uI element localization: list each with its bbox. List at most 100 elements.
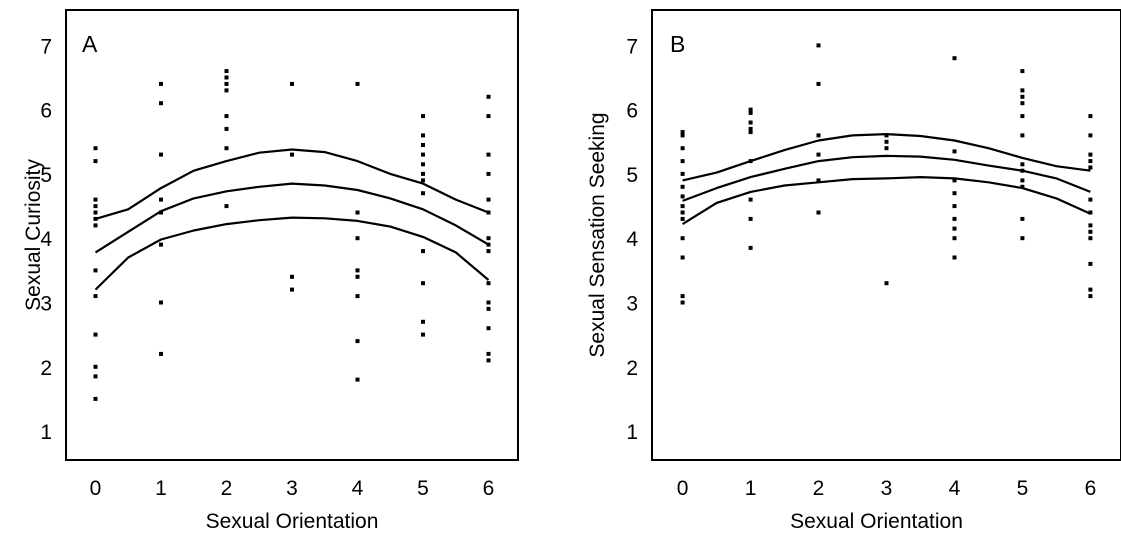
data-point (355, 377, 360, 382)
data-point (486, 171, 491, 176)
data-point (355, 339, 360, 344)
data-point (816, 210, 821, 215)
data-point (1088, 229, 1093, 234)
data-point (952, 226, 957, 231)
data-point (93, 364, 98, 369)
data-point (680, 204, 685, 209)
x-tick-label: 6 (483, 477, 495, 500)
x-tick-label: 0 (90, 477, 102, 500)
data-point (93, 223, 98, 228)
data-point (952, 149, 957, 154)
data-point (421, 191, 425, 196)
data-point (159, 351, 163, 356)
data-point (159, 300, 163, 305)
y-axis-title: Sexual Sensation Seeking (586, 112, 609, 357)
data-point (290, 81, 294, 86)
fit-curve-lower (94, 216, 490, 291)
data-point (1020, 133, 1025, 138)
data-point (486, 351, 491, 356)
x-axis-title: Sexual Orientation (206, 510, 379, 533)
data-point (884, 139, 889, 144)
data-point (224, 69, 229, 74)
data-point (93, 216, 98, 221)
y-tick-label: 3 (40, 293, 52, 316)
data-point (1020, 216, 1025, 221)
data-point (93, 332, 98, 337)
data-point (1020, 178, 1025, 183)
data-point (680, 194, 685, 199)
data-point (486, 242, 491, 247)
data-point (884, 133, 889, 138)
data-point (421, 249, 425, 254)
data-point (680, 236, 685, 241)
data-point (884, 146, 889, 151)
data-point (290, 152, 294, 157)
data-point (159, 210, 163, 215)
x-tick-label: 1 (155, 477, 167, 500)
data-point (680, 133, 685, 138)
data-point (355, 268, 360, 273)
x-tick-label: 5 (1017, 477, 1029, 500)
data-point (159, 81, 163, 86)
data-point (159, 101, 163, 106)
data-point (486, 326, 491, 331)
data-point (680, 210, 685, 215)
y-tick-label: 5 (40, 164, 52, 187)
data-point (355, 274, 360, 279)
panel-label: B (670, 31, 685, 57)
x-tick-label: 5 (417, 477, 429, 500)
data-point (486, 249, 491, 254)
data-point (1020, 88, 1025, 93)
data-point (421, 114, 425, 119)
data-point (421, 171, 425, 176)
data-point (421, 143, 425, 147)
y-tick-label: 4 (626, 228, 638, 251)
data-point (816, 152, 821, 157)
data-point (355, 210, 360, 215)
x-tick-label: 6 (1085, 477, 1097, 500)
data-point (748, 120, 753, 125)
data-point (680, 184, 685, 189)
data-point (748, 126, 753, 131)
data-point (1088, 165, 1093, 170)
data-point (748, 197, 753, 202)
panel-b-scatter-plot: B 1 2 3 4 5 6 7 0 1 2 3 4 5 6 Sexual Orientation Sexual … (586, 9, 1121, 533)
data-point (952, 216, 957, 221)
y-tick-label: 7 (626, 35, 638, 58)
data-point (93, 204, 98, 209)
data-point (816, 178, 821, 183)
data-point (1088, 294, 1093, 299)
data-point (748, 130, 753, 135)
data-point (290, 274, 294, 279)
data-point (224, 81, 229, 86)
data-point (486, 114, 491, 119)
y-tick-label: 6 (40, 100, 52, 123)
y-tick-label: 7 (40, 35, 52, 58)
data-point (884, 281, 889, 286)
data-point (93, 396, 98, 401)
y-tick-label: 3 (626, 293, 638, 316)
data-point (421, 152, 425, 157)
data-point (952, 255, 957, 260)
data-point (1088, 152, 1093, 157)
fit-curve-upper (95, 148, 489, 220)
fit-curve-lower (682, 176, 1091, 226)
data-point (680, 171, 685, 176)
data-point (93, 210, 98, 215)
data-point (159, 152, 163, 157)
data-point (952, 178, 957, 183)
data-point (486, 300, 491, 305)
data-point (93, 268, 98, 273)
data-point (486, 152, 491, 157)
data-point (1088, 133, 1093, 138)
data-point (224, 146, 229, 151)
data-point (1088, 114, 1093, 119)
data-point (748, 159, 753, 164)
data-point (421, 133, 425, 138)
x-tick-label: 0 (677, 477, 689, 500)
data-point (224, 126, 229, 131)
data-point (748, 216, 753, 221)
x-axis-title: Sexual Orientation (790, 510, 963, 533)
data-point (1020, 162, 1025, 167)
panel-a-scatter-plot: A 1 2 3 4 5 6 7 0 1 2 3 4 5 6 Sexual Orientation Sexual … (22, 9, 519, 533)
